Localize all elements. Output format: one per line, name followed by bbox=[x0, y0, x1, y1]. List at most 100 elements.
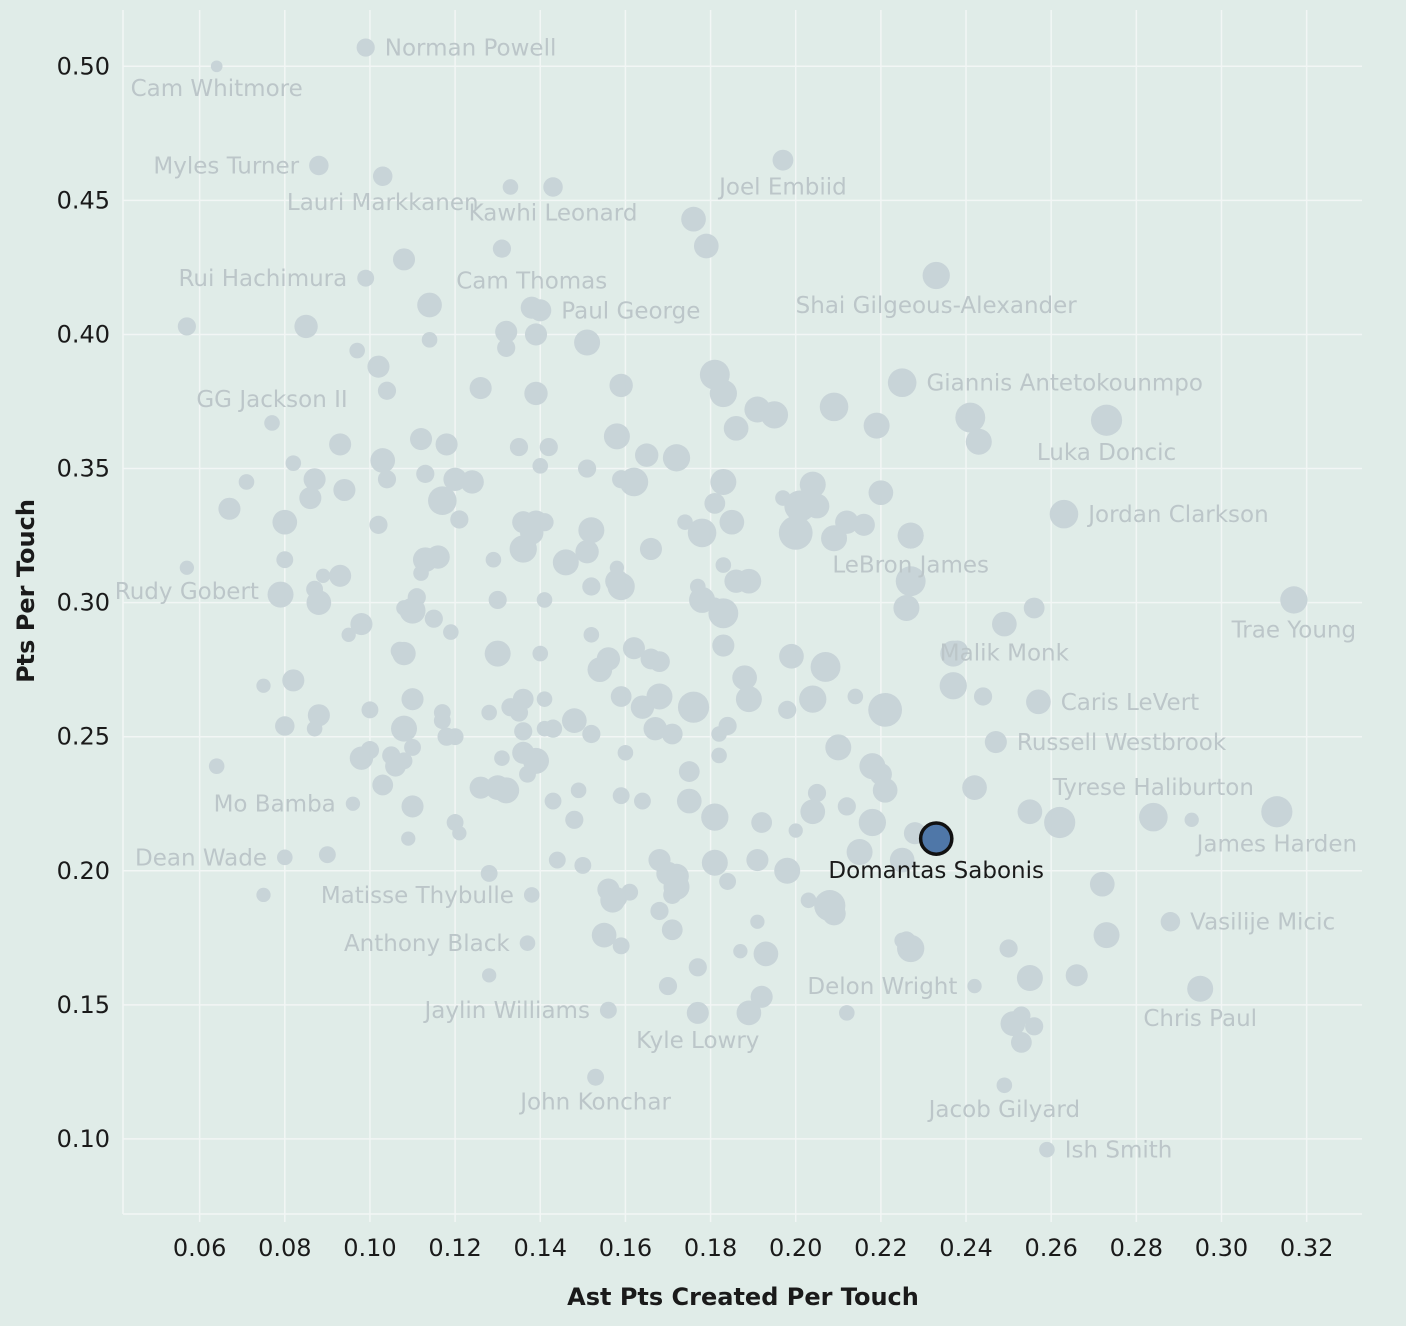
data-point bbox=[619, 467, 649, 497]
data-point bbox=[452, 826, 467, 841]
data-point bbox=[984, 731, 1007, 754]
data-point bbox=[650, 901, 669, 921]
point-label: Jaylin Williams bbox=[422, 998, 589, 1024]
data-point bbox=[663, 885, 682, 904]
data-point bbox=[688, 958, 707, 977]
data-point bbox=[723, 415, 749, 441]
data-point bbox=[357, 269, 375, 287]
data-point bbox=[548, 851, 566, 869]
data-point bbox=[469, 377, 492, 400]
data-points bbox=[177, 38, 1308, 1158]
point-label: Myles Turner bbox=[153, 154, 299, 180]
grid-lines bbox=[123, 10, 1362, 1214]
data-point bbox=[416, 464, 435, 484]
data-point bbox=[889, 847, 915, 873]
data-point bbox=[369, 515, 388, 534]
point-label: Chris Paul bbox=[1143, 1006, 1257, 1032]
data-point bbox=[772, 149, 794, 171]
data-point bbox=[523, 887, 540, 903]
x-tick-label: 0.20 bbox=[769, 1234, 822, 1262]
x-tick: 0.06 bbox=[173, 1214, 226, 1262]
y-tick: 0.45 bbox=[57, 186, 110, 214]
data-point bbox=[678, 761, 700, 782]
data-point bbox=[306, 720, 323, 737]
data-point bbox=[318, 846, 336, 864]
data-point bbox=[1017, 799, 1043, 825]
data-point bbox=[887, 368, 917, 398]
y-tick: 0.15 bbox=[57, 991, 110, 1019]
data-point bbox=[635, 443, 659, 467]
data-point bbox=[1160, 911, 1181, 932]
point-label: Trae Young bbox=[1231, 618, 1357, 644]
data-point bbox=[377, 381, 397, 400]
data-point bbox=[299, 486, 322, 510]
data-point bbox=[391, 715, 418, 742]
data-point bbox=[401, 795, 424, 818]
point-labels: Norman Powell Cam Whitmore Myles Turner Lau… bbox=[115, 36, 1357, 1164]
data-point bbox=[658, 976, 678, 996]
data-point bbox=[536, 592, 553, 608]
data-point bbox=[897, 522, 924, 549]
data-point bbox=[846, 838, 873, 865]
data-point bbox=[609, 373, 633, 398]
data-point bbox=[709, 379, 737, 408]
data-point bbox=[329, 564, 352, 587]
data-point bbox=[532, 645, 549, 662]
data-point bbox=[433, 712, 451, 730]
data-point bbox=[646, 683, 673, 710]
data-point bbox=[482, 968, 497, 983]
data-point bbox=[395, 752, 413, 770]
data-point bbox=[329, 433, 352, 456]
y-tick-label: 0.50 bbox=[57, 52, 110, 80]
data-point bbox=[711, 747, 727, 764]
data-point bbox=[574, 856, 592, 874]
data-point bbox=[177, 317, 196, 336]
data-point bbox=[409, 427, 433, 451]
data-point bbox=[372, 774, 394, 796]
data-point bbox=[484, 640, 511, 667]
data-point bbox=[807, 783, 827, 803]
point-label: Cam Thomas bbox=[456, 269, 607, 295]
data-point bbox=[661, 919, 683, 941]
data-point bbox=[1039, 1141, 1055, 1158]
point-label: LeBron James bbox=[832, 553, 989, 579]
data-point bbox=[544, 792, 562, 810]
data-point bbox=[495, 320, 518, 343]
x-tick-label: 0.08 bbox=[258, 1234, 311, 1262]
point-label: James Harden bbox=[1195, 831, 1358, 857]
data-point bbox=[345, 796, 361, 811]
point-label: Luka Doncic bbox=[1037, 440, 1176, 466]
data-point bbox=[999, 939, 1018, 958]
data-point bbox=[264, 415, 280, 431]
data-point bbox=[872, 777, 898, 803]
x-tick-label: 0.14 bbox=[514, 1234, 567, 1262]
data-point bbox=[561, 708, 587, 733]
x-tick: 0.14 bbox=[514, 1214, 567, 1262]
data-point bbox=[837, 797, 856, 816]
data-point bbox=[450, 510, 469, 529]
data-point bbox=[893, 594, 920, 621]
data-point bbox=[800, 799, 826, 825]
data-point bbox=[570, 782, 587, 799]
data-point bbox=[835, 510, 859, 534]
data-point bbox=[396, 600, 412, 616]
data-point bbox=[309, 155, 329, 176]
data-point bbox=[774, 857, 801, 884]
data-point bbox=[426, 545, 450, 569]
data-point bbox=[804, 493, 830, 519]
data-point bbox=[810, 652, 841, 682]
data-point bbox=[621, 883, 639, 901]
data-point bbox=[701, 803, 729, 831]
y-tick-label: 0.35 bbox=[57, 455, 110, 483]
data-point bbox=[712, 634, 735, 657]
data-point bbox=[349, 746, 374, 770]
data-point bbox=[1016, 965, 1043, 992]
data-point bbox=[753, 941, 779, 967]
data-point bbox=[965, 428, 992, 455]
data-point bbox=[238, 474, 255, 490]
data-point bbox=[460, 470, 484, 494]
data-point bbox=[367, 355, 390, 378]
data-point bbox=[799, 685, 827, 713]
data-point bbox=[1025, 1017, 1044, 1036]
data-point bbox=[401, 688, 424, 711]
